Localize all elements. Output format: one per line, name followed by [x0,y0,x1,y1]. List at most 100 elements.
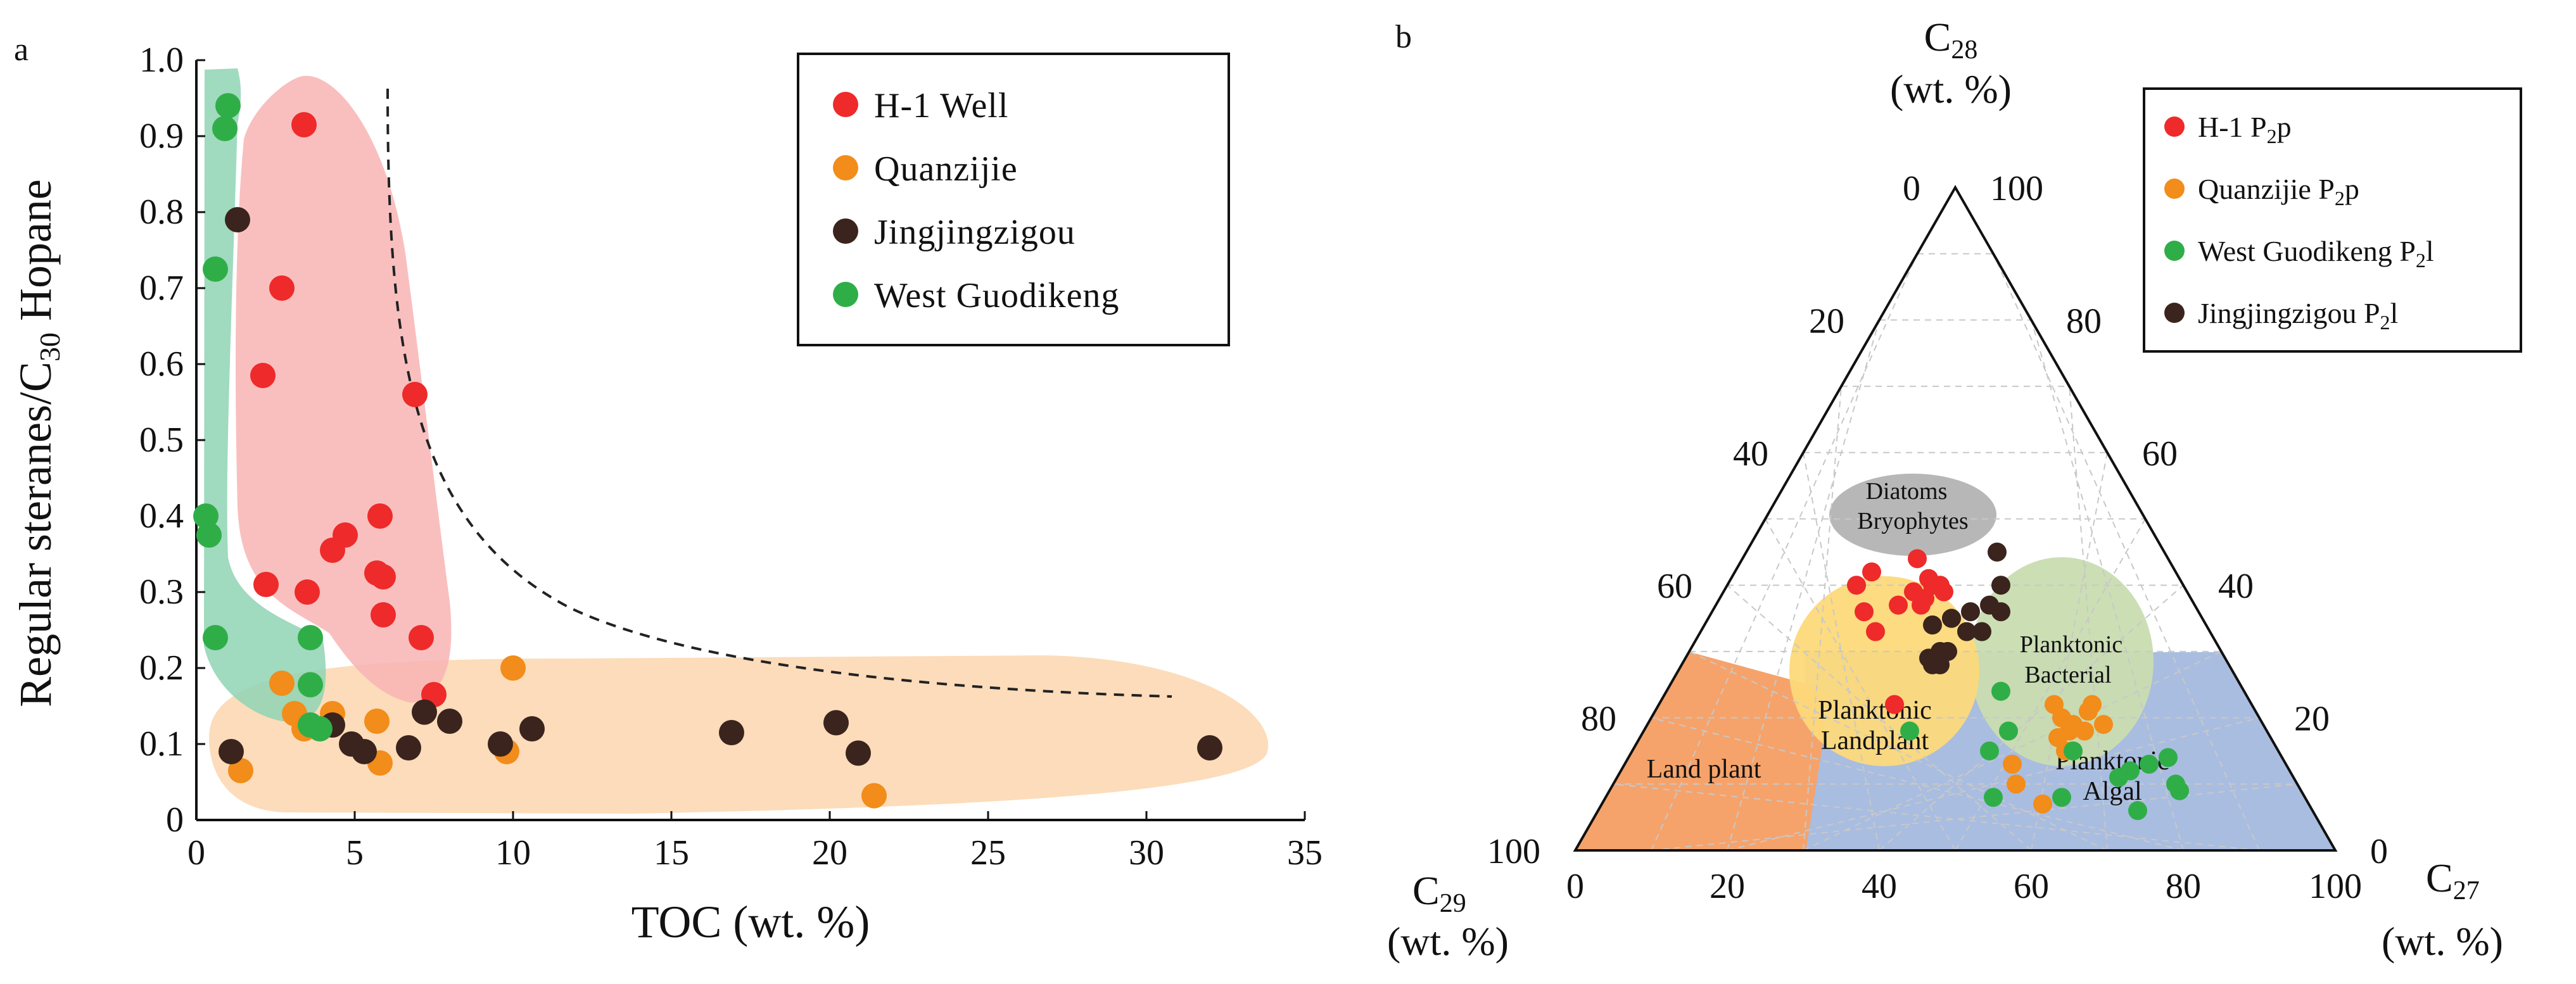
y-tick-label: 0 [166,800,184,840]
point-a-h-1-well [371,564,396,590]
point-a-jingjingzigou [352,739,377,764]
panel-b-letter: b [1395,19,1412,55]
apex-unit-c27: (wt. %) [2382,919,2503,964]
region-label-bryophytes: Bryophytes [1857,508,1968,534]
region-label-planktonic-landplant-1: Planktonic [1818,696,1932,725]
point-b-west-guodikeng-p2l-c28-c27 [2170,781,2189,800]
y-tick-label: 0.1 [139,724,184,764]
point-b-quanzijie-p2p-c28-c27 [2048,728,2067,748]
right-tick-label: 40 [2218,567,2254,606]
h1-well-envelope [236,75,452,703]
point-b-h-1-p2p-c28-c27 [1923,576,1942,595]
panel-b-points [1847,542,2189,821]
panel-a-legend: H-1 Well Quanzijie Jingjingzigou West Gu… [797,53,1230,346]
point-a-h-1-well [250,363,276,388]
point-b-h-1-p2p-c28-c27 [1889,595,1908,615]
bottom-tick-label: 0 [1566,867,1584,906]
legend-box [797,53,1230,346]
legend-marker-west-guodikeng [833,282,858,307]
point-b-jingjingzigou-p2l-c28-c27 [1972,622,1991,641]
x-axis-label: TOC (wt. %) [631,897,870,947]
apex-unit-c28: (wt. %) [1890,66,2012,111]
y-tick-label: 0.5 [139,420,184,460]
point-a-h-1-well [402,382,428,407]
point-b-west-guodikeng-p2l-c28-c27 [2128,801,2147,821]
point-b-quanzijie-p2p-c28-c27 [2094,715,2113,735]
point-b-west-guodikeng-p2l-c28-c27 [2140,754,2159,774]
legend-label-quanzijie: Quanzijie [874,149,1018,189]
grid-line [1803,650,2222,851]
y-tick-label: 0.9 [139,117,184,156]
point-b-h-1-p2p-c28-c27 [1855,602,1874,622]
panel-a-letter: a [14,32,29,68]
point-a-h-1-well [409,625,434,650]
y-axis-ticks: 0 0.1 0.2 0.3 0.4 0.5 0.6 0.7 0.8 0.9 1.0 [139,41,205,840]
point-a-quanzijie [364,709,390,734]
grid-line [1727,584,2032,851]
grid-line [1879,584,2184,851]
point-a-jingjingzigou [396,735,421,760]
point-b-quanzijie-p2p-c28-c27 [2083,695,2102,714]
panel-b-legend: H-1 P2p Quanzijie P2p West Guodikeng P2l… [2143,87,2522,353]
grid-line [1993,253,2260,851]
legend-b-label-west-guodikeng: West Guodikeng P2l [2198,235,2434,272]
point-b-jingjingzigou-p2l-c28-c27 [1923,655,1942,674]
land-plant-region [1575,624,1824,850]
point-b-west-guodikeng-p2l-c28-c27 [2159,748,2178,767]
point-a-h-1-well [291,112,317,137]
point-a-west-guodikeng [203,256,228,282]
left-tick-label: 60 [1657,567,1692,606]
point-a-quanzijie [861,783,887,809]
legend-box-b [2143,87,2522,353]
point-a-west-guodikeng [215,93,241,118]
point-b-quanzijie-p2p-c28-c27 [2075,721,2094,741]
grid-line [1651,717,2184,851]
x-tick-label: 15 [654,833,689,873]
point-a-jingjingzigou [846,740,871,766]
point-a-jingjingzigou [225,207,250,232]
point-b-h-1-p2p-c28-c27 [1847,576,1866,595]
point-a-quanzijie [500,655,526,681]
right-tick-label: 60 [2142,434,2178,474]
legend-b-label-quanzijie: Quanzijie P2p [2198,173,2359,210]
region-label-planktonic-bacterial-2: Bacterial [2024,662,2111,688]
point-b-west-guodikeng-p2l-c28-c27 [1980,741,1999,760]
legend-b-label-jingjingzigou: Jingjingzigou P2l [2198,297,2398,334]
point-b-jingjingzigou-p2l-c28-c27 [1991,602,2010,622]
y-tick-label: 1.0 [139,41,184,80]
y-tick-label: 0.6 [139,344,184,384]
grid-line [1613,783,2260,851]
point-a-quanzijie [228,758,253,783]
point-a-jingjingzigou [823,710,849,736]
legend-b-label-h1: H-1 P2p [2198,111,2292,148]
point-a-jingjingzigou [488,731,513,757]
point-b-h-1-p2p-c28-c27 [1908,549,1927,569]
point-b-west-guodikeng-p2l-c28-c27 [1999,721,2018,741]
point-b-west-guodikeng-p2l-c28-c27 [1984,788,2003,807]
point-a-west-guodikeng [212,116,238,141]
point-a-west-guodikeng [298,672,323,698]
point-a-jingjingzigou [219,739,244,764]
point-a-jingjingzigou [412,699,437,725]
grid-line [1689,650,2108,851]
legend-marker-quanzijie [833,155,858,180]
grid-line [1651,253,1918,851]
point-b-quanzijie-p2p-c28-c27 [2033,794,2052,814]
grid-line [1727,320,1880,851]
legend-b-marker-jingjingzigou [2164,303,2185,323]
point-a-west-guodikeng [307,716,333,741]
point-b-quanzijie-p2p-c28-c27 [2003,754,2022,774]
left-tick-label: 80 [1581,700,1616,739]
right-tick-label: 0 [2370,832,2388,871]
panel-a-scatter: a 0 0.1 0.2 0.3 0.4 0.5 0.6 0.7 0.8 0.9 1.0 0 5 10 15… [10,32,1323,947]
x-tick-label: 10 [495,833,531,873]
point-a-west-guodikeng [203,625,228,650]
bottom-tick-label: 60 [2014,867,2049,906]
apex-label-c27: C27 [2426,855,2480,905]
point-a-west-guodikeng [193,503,219,529]
point-a-h-1-well [295,579,320,605]
planktonic-bacterial-region [1970,557,2154,766]
panel-b-ternary: b Diatoms Bryophytes Planktonic Bacteria… [1387,15,2522,964]
point-b-h-1-p2p-c28-c27 [1862,562,1881,582]
